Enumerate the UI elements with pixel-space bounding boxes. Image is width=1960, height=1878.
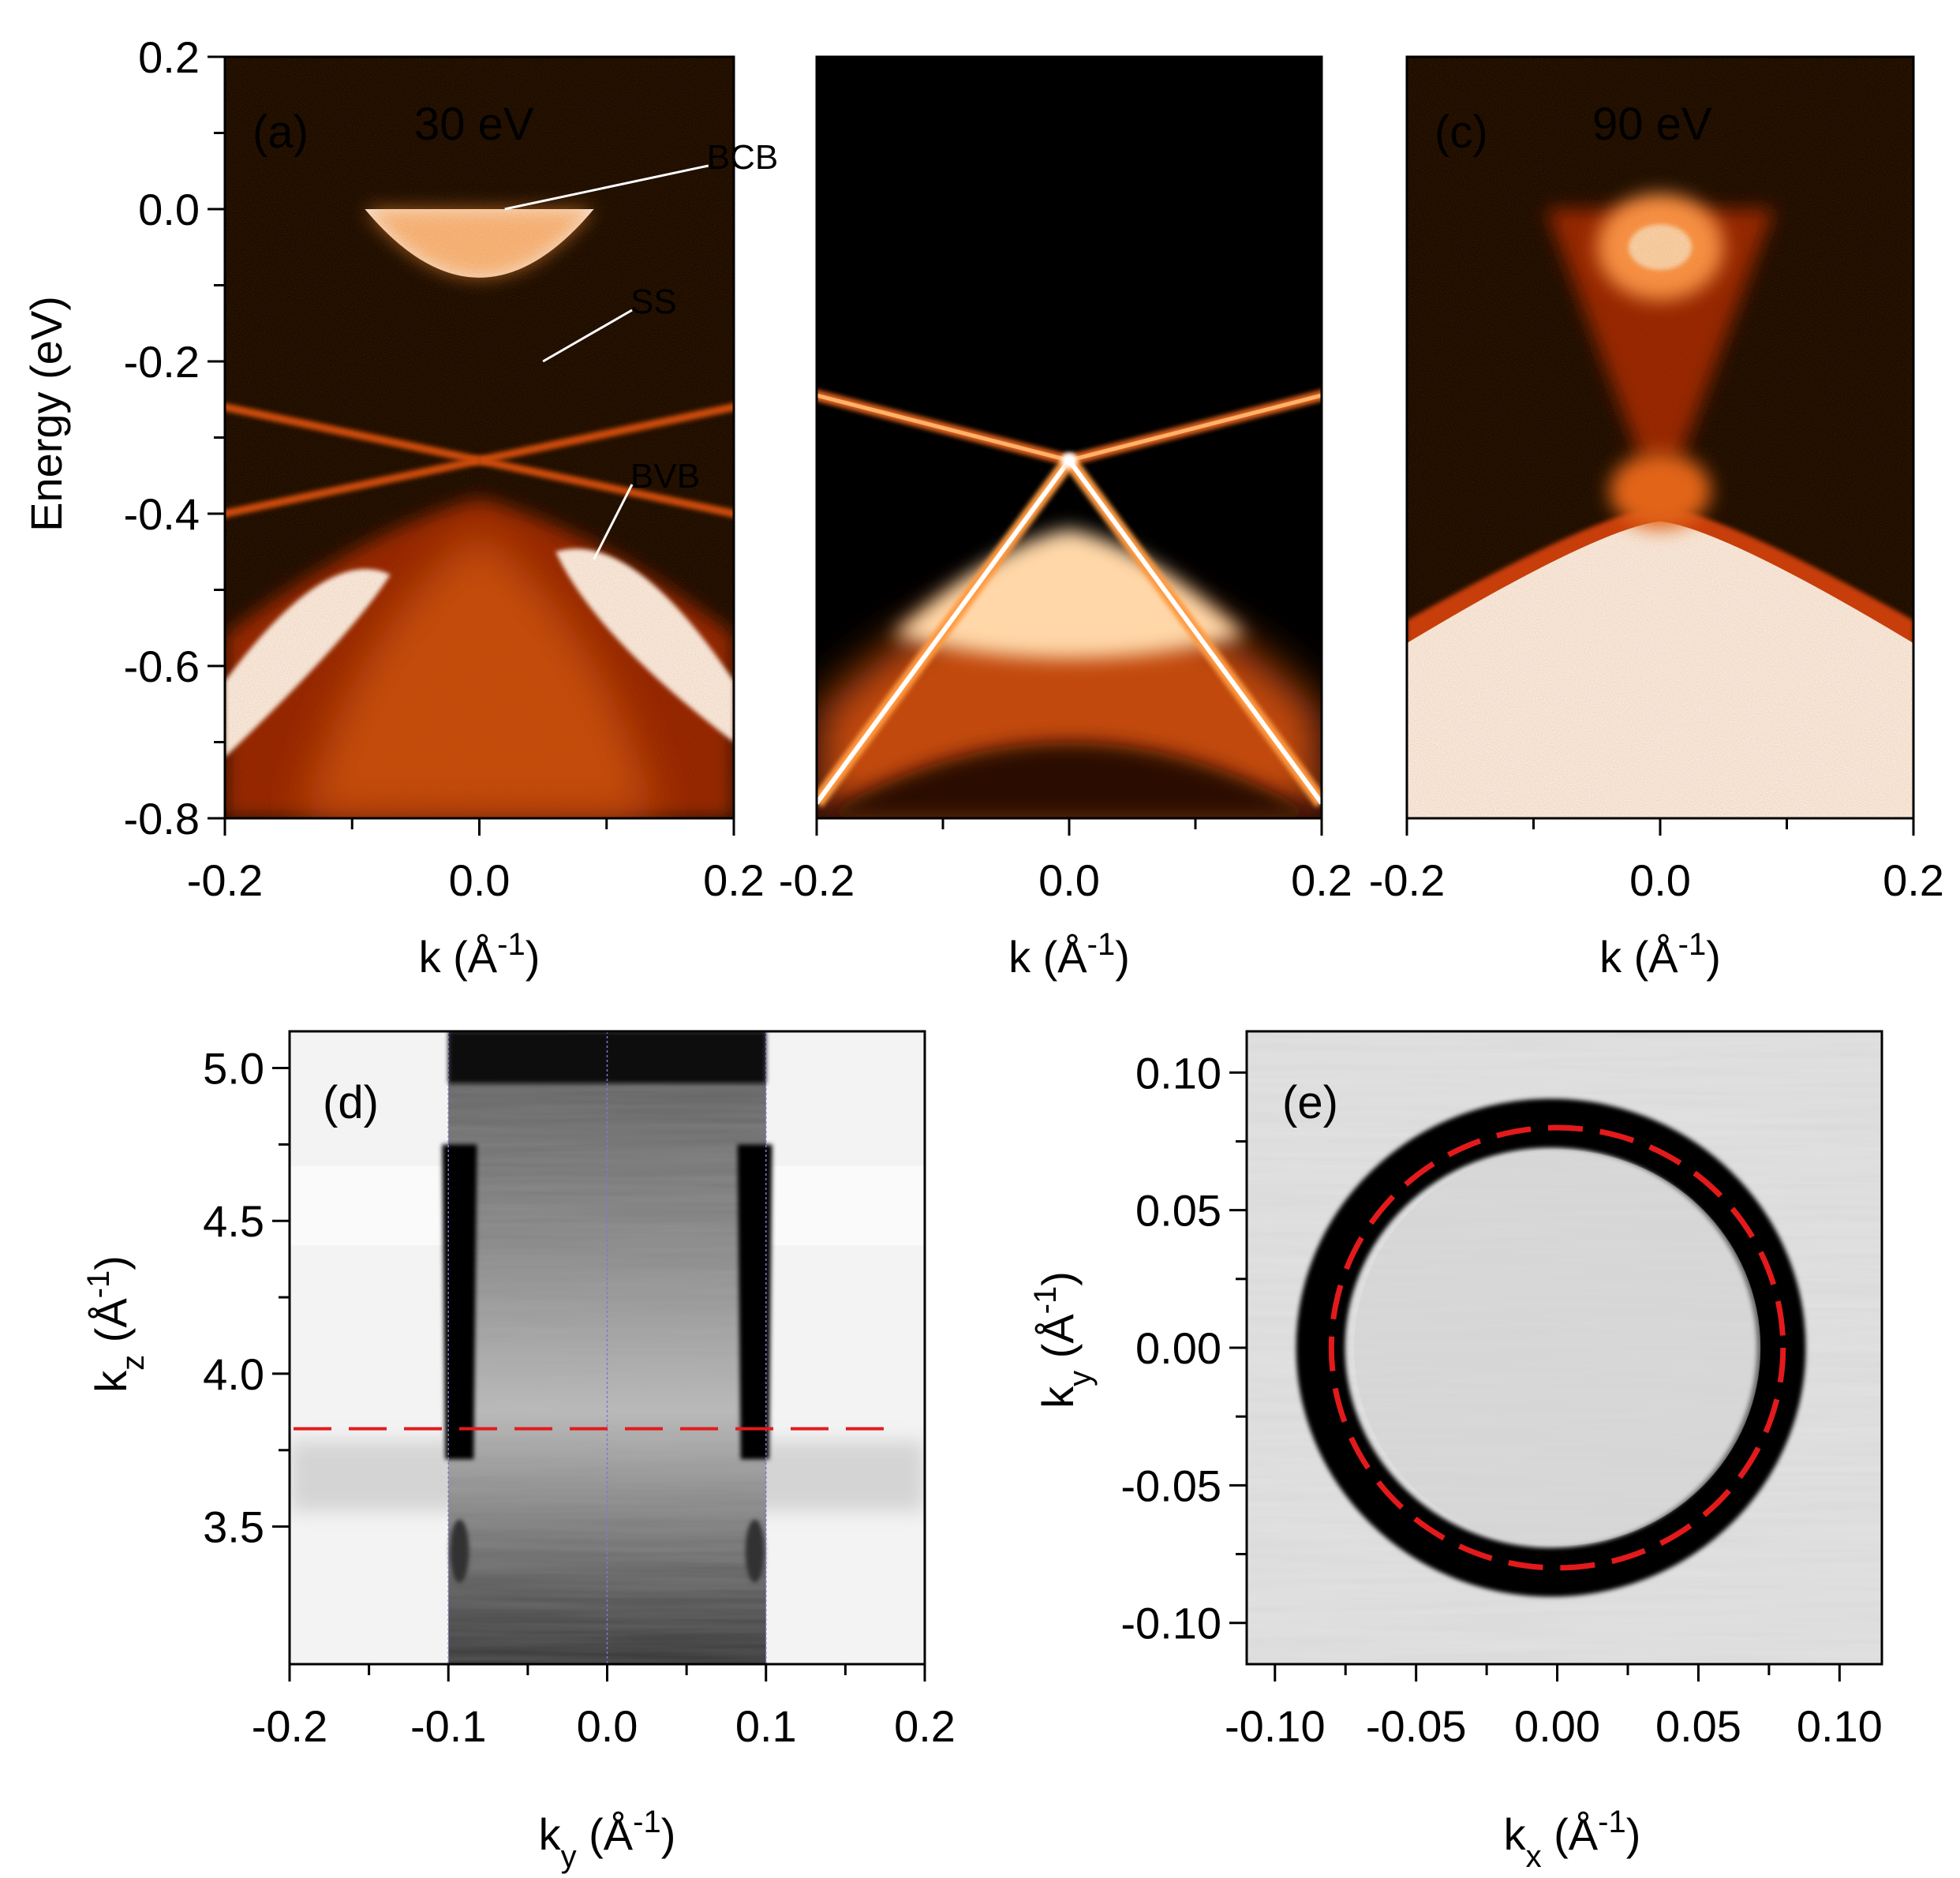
y-tick-label: 0.10 [1135,1048,1221,1098]
spectrum-layer [1407,57,1913,818]
y-tick-label: 0.05 [1135,1186,1221,1236]
panel-a-y-ticks: 0.2 0.0 -0.2 -0.4 -0.6 -0.8 [124,32,225,844]
panel-d-y-axis-label: kz (Å-1) [81,1255,151,1393]
fermi-map-layer [1247,1031,1882,1664]
panel-e: -0.10 -0.05 0.00 0.05 0.10 0.10 0.05 0.00 -0.05… [1028,1030,1883,1874]
x-tick-label: 0.10 [1797,1701,1883,1751]
x-tick-label: 0.00 [1514,1701,1600,1751]
y-tick-label: -0.8 [124,794,200,844]
panel-b-x-axis-label: k (Å-1) [1008,927,1130,982]
surface-state-upper-core [1068,393,1322,462]
y-tick-label: -0.4 [124,489,200,539]
panel-a-spectrum [225,57,734,818]
panel-d-label: (d) [323,1077,379,1128]
kz-dispersion-band [737,1144,772,1460]
panel-a-y-axis-label: Energy (eV) [21,296,71,532]
panel-d: -0.2 -0.1 0.0 0.1 0.2 5.0 4.5 4.0 3.5 (d) ky (Å… [81,1030,956,1874]
panel-d-x-axis-label: ky (Å-1) [539,1805,676,1874]
panel-a-x-axis-label: k (Å-1) [419,927,540,982]
y-tick-label: -0.6 [124,642,200,691]
x-tick-label: 0.1 [735,1701,797,1751]
annotation-leader [593,484,634,560]
y-tick-label: 0.2 [138,32,200,82]
x-tick-label: 0.0 [577,1701,638,1751]
panel-d-kz-map [290,1031,925,1664]
x-tick-label: -0.05 [1366,1701,1467,1751]
kz-lower-feature [745,1519,765,1583]
panel-c-label: (c) [1434,107,1488,158]
x-tick-label: -0.2 [187,855,264,905]
panel-c-x-ticks: -0.2 0.0 0.2 [1369,818,1944,905]
panel-c-x-axis-label: k (Å-1) [1599,927,1721,982]
kz-map-layer [290,1031,925,1664]
fermi-surface-interior [1353,1149,1761,1547]
panel-e-label: (e) [1282,1077,1338,1128]
y-tick-label: -0.05 [1120,1461,1221,1510]
panel-d-x-ticks: -0.2 -0.1 0.0 0.1 0.2 [252,1664,956,1751]
panel-e-y-axis-label: ky (Å-1) [1028,1271,1098,1408]
panel-a-title: 30 eV [414,99,534,150]
annotation-bvb-label: BVB [630,457,700,496]
x-tick-label: -0.10 [1225,1701,1326,1751]
panel-c-title: 90 eV [1592,99,1712,150]
dirac-point [1061,452,1077,469]
annotation-leader [542,309,633,363]
kz-lower-feature [450,1519,469,1583]
panel-b: -0.2 0.0 0.2 (b) 50 eV k (Å-1) [779,55,1352,982]
annotation-bcb-label: BCB [707,138,778,177]
panel-e-y-ticks: 0.10 0.05 0.00 -0.05 -0.10 [1120,1048,1247,1648]
panel-a-x-ticks: -0.2 0.0 0.2 [187,818,765,905]
panel-c: -0.2 0.0 0.2 (c) 90 eV k (Å-1) [1369,55,1944,982]
y-tick-label: -0.2 [124,337,200,387]
x-tick-label: 0.2 [1291,855,1352,905]
panel-d-y-ticks: 5.0 4.5 4.0 3.5 [203,1043,290,1552]
annotation-ss-label: SS [630,282,677,321]
x-tick-label: 0.2 [894,1701,956,1751]
y-tick-label: 4.0 [203,1349,264,1399]
annotation-leader [504,164,709,211]
spectrum-layer [225,57,734,818]
panel-b-label: (b) [844,107,900,158]
x-tick-label: -0.2 [1369,855,1446,905]
panel-b-spectrum [817,57,1322,818]
panel-b-x-ticks: -0.2 0.0 0.2 [779,818,1352,905]
spectrum-noise [1407,57,1913,818]
panel-e-fermi-surface [1247,1031,1882,1664]
panel-b-title: 50 eV [1002,99,1122,150]
x-tick-label: 0.05 [1655,1701,1741,1751]
x-tick-label: 0.2 [703,855,765,905]
panel-a-label: (a) [252,107,309,158]
panel-c-spectrum [1407,57,1913,818]
x-tick-label: 0.0 [1038,855,1100,905]
bulk-valence-bright [892,529,1246,659]
y-tick-label: 3.5 [203,1502,264,1552]
panel-e-x-ticks: -0.10 -0.05 0.00 0.05 0.10 [1225,1664,1883,1751]
surface-state-lower-core [817,458,1072,805]
y-tick-label: 4.5 [203,1196,264,1246]
surface-state-upper-core [817,393,1070,462]
surface-state-lower-core [1067,458,1322,805]
y-tick-label: 0.0 [138,185,200,234]
y-tick-label: 0.00 [1135,1323,1221,1373]
x-tick-label: -0.2 [779,855,855,905]
x-tick-label: 0.0 [1629,855,1691,905]
fermi-dashed-circle [1328,1124,1786,1571]
spectrum-layer [817,57,1322,818]
y-tick-label: -0.10 [1120,1599,1221,1648]
x-tick-label: 0.2 [1883,855,1944,905]
panel-a-annotations: BCB SS BVB [504,138,778,560]
x-tick-label: -0.1 [410,1701,487,1751]
kz-dispersion-band [442,1144,477,1460]
x-tick-label: 0.0 [449,855,511,905]
y-tick-label: 5.0 [203,1043,264,1093]
panel-a: -0.2 0.0 0.2 0.2 0.0 -0.2 -0.4 -0.6 -0.8 (a) 30… [21,32,778,982]
x-tick-label: -0.2 [252,1701,328,1751]
panel-e-x-axis-label: kx (Å-1) [1504,1805,1641,1874]
spectrum-noise [225,57,734,818]
dark-bottom [817,742,1322,818]
